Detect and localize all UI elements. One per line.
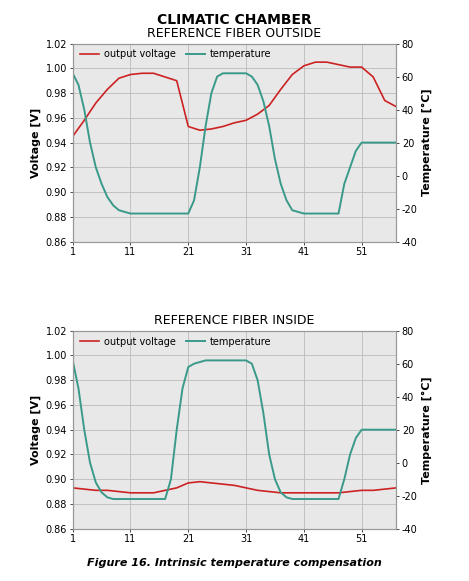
output voltage — [185, 123, 191, 130]
temperature — [295, 496, 301, 503]
temperature — [393, 139, 399, 146]
output voltage — [209, 125, 214, 132]
output voltage — [220, 480, 226, 487]
output voltage — [197, 478, 203, 485]
output voltage — [139, 70, 145, 77]
output voltage — [105, 487, 110, 494]
Legend: output voltage, temperature: output voltage, temperature — [76, 45, 275, 63]
Title: REFERENCE FIBER INSIDE: REFERENCE FIBER INSIDE — [154, 314, 315, 327]
output voltage — [289, 71, 295, 78]
output voltage — [116, 488, 122, 495]
output voltage — [209, 479, 214, 486]
output voltage — [289, 489, 295, 496]
output voltage — [371, 487, 376, 494]
output voltage — [371, 74, 376, 81]
Line: output voltage: output voltage — [73, 62, 396, 137]
output voltage — [220, 123, 226, 130]
Line: output voltage: output voltage — [73, 482, 396, 493]
output voltage — [93, 99, 98, 106]
Y-axis label: Voltage [V]: Voltage [V] — [31, 394, 41, 465]
output voltage — [174, 485, 180, 492]
temperature — [70, 357, 76, 364]
temperature — [162, 210, 168, 217]
Text: Figure 16. Intrinsic temperature compensation: Figure 16. Intrinsic temperature compens… — [87, 558, 382, 568]
temperature — [110, 496, 116, 503]
output voltage — [128, 71, 133, 78]
output voltage — [393, 485, 399, 492]
temperature — [214, 73, 220, 80]
output voltage — [82, 486, 87, 493]
Title: REFERENCE FIBER OUTSIDE: REFERENCE FIBER OUTSIDE — [147, 27, 322, 40]
output voltage — [347, 63, 353, 70]
Y-axis label: Temperature [°C]: Temperature [°C] — [422, 376, 432, 483]
temperature — [70, 70, 76, 77]
Text: CLIMATIC CHAMBER: CLIMATIC CHAMBER — [157, 13, 312, 27]
output voltage — [232, 119, 237, 126]
temperature — [87, 459, 93, 466]
output voltage — [382, 486, 387, 493]
output voltage — [255, 487, 260, 494]
temperature — [295, 209, 301, 216]
output voltage — [93, 487, 98, 494]
output voltage — [185, 479, 191, 486]
output voltage — [312, 59, 318, 66]
output voltage — [70, 485, 76, 492]
output voltage — [243, 485, 249, 492]
output voltage — [162, 487, 168, 494]
temperature — [214, 357, 220, 364]
output voltage — [162, 74, 168, 81]
output voltage — [382, 97, 387, 104]
output voltage — [255, 110, 260, 117]
output voltage — [278, 86, 284, 93]
output voltage — [359, 487, 364, 494]
temperature — [393, 426, 399, 433]
output voltage — [324, 489, 330, 496]
output voltage — [243, 117, 249, 124]
output voltage — [82, 117, 87, 124]
temperature — [87, 139, 93, 146]
output voltage — [105, 86, 110, 93]
Line: temperature: temperature — [73, 73, 396, 214]
output voltage — [266, 102, 272, 109]
temperature — [82, 426, 87, 433]
temperature — [301, 210, 307, 217]
output voltage — [301, 489, 307, 496]
output voltage — [336, 489, 341, 496]
output voltage — [301, 62, 307, 69]
output voltage — [174, 77, 180, 84]
output voltage — [312, 489, 318, 496]
output voltage — [151, 70, 156, 77]
output voltage — [359, 63, 364, 70]
temperature — [162, 496, 168, 503]
output voltage — [70, 133, 76, 140]
temperature — [82, 106, 87, 113]
output voltage — [116, 75, 122, 82]
output voltage — [197, 127, 203, 134]
output voltage — [278, 489, 284, 496]
Legend: output voltage, temperature: output voltage, temperature — [76, 333, 275, 350]
temperature — [301, 496, 307, 503]
output voltage — [336, 61, 341, 68]
Y-axis label: Voltage [V]: Voltage [V] — [31, 107, 41, 178]
Line: temperature: temperature — [73, 360, 396, 499]
temperature — [128, 210, 133, 217]
Y-axis label: Temperature [°C]: Temperature [°C] — [422, 89, 432, 196]
output voltage — [324, 59, 330, 66]
output voltage — [393, 103, 399, 110]
output voltage — [232, 482, 237, 489]
output voltage — [151, 489, 156, 496]
output voltage — [139, 489, 145, 496]
output voltage — [266, 488, 272, 495]
output voltage — [347, 488, 353, 495]
output voltage — [128, 489, 133, 496]
